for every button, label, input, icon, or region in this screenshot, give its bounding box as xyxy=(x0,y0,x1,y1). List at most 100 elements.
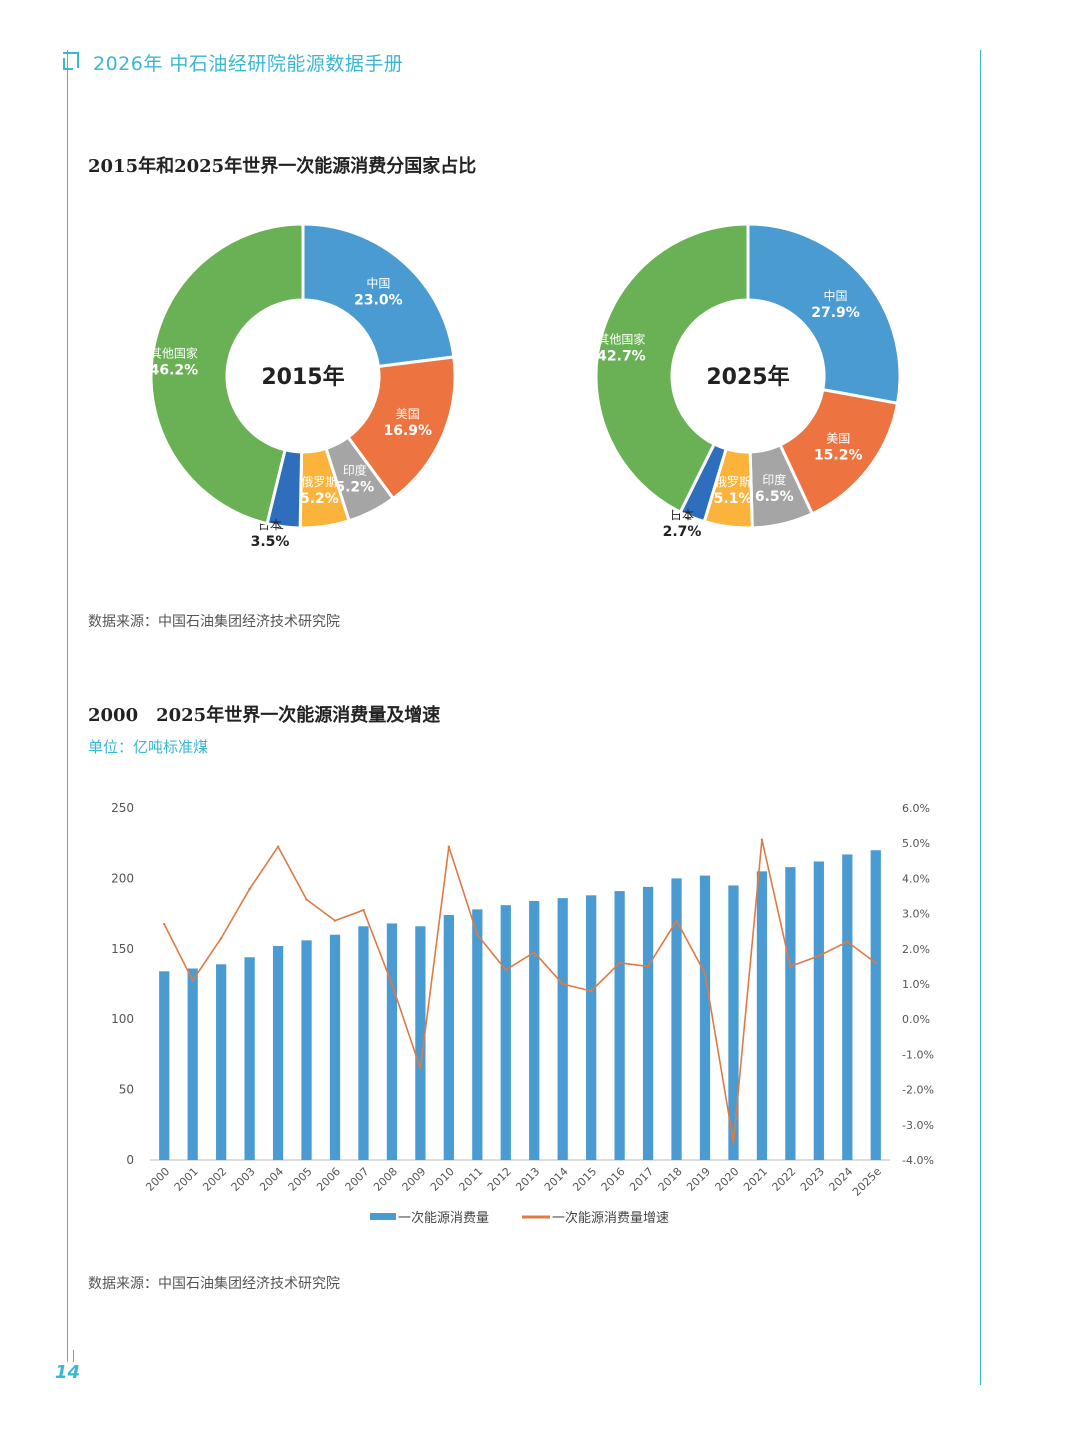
growth-point-2008 xyxy=(390,982,394,986)
donut-slice-others xyxy=(149,222,305,526)
y-right-tick-label: -4.0% xyxy=(902,1154,934,1167)
slice-name-others: 其他国家 xyxy=(150,346,198,361)
x-tick-label: 2012 xyxy=(485,1165,514,1194)
bar-2012 xyxy=(500,905,511,1160)
header-title: 2026年 中石油经研院能源数据手册 xyxy=(93,53,404,75)
growth-point-2000 xyxy=(163,922,166,926)
growth-rate-line xyxy=(163,839,877,1143)
y-right-tick-label: 2.0% xyxy=(902,943,930,956)
x-tick-label: 2003 xyxy=(229,1165,258,1194)
bar-2004 xyxy=(272,945,284,1160)
x-tick-label: 2000 xyxy=(143,1165,172,1194)
bar-2013 xyxy=(529,900,540,1160)
y-right-tick-label: -2.0% xyxy=(902,1084,934,1097)
slice-name-china: 中国 xyxy=(366,275,390,290)
combo-source-note: 数据来源：中国石油集团经济技术研究院 xyxy=(88,1276,340,1292)
y-left-tick-label: 50 xyxy=(119,1083,134,1097)
legend-label-consumption: 一次能源消费量 xyxy=(398,1210,489,1226)
growth-point-2002 xyxy=(219,937,223,940)
growth-point-2012 xyxy=(504,968,507,972)
x-tick-label: 2005 xyxy=(286,1165,315,1194)
bar-2015 xyxy=(586,895,597,1160)
y-right-tick-label: 0.0% xyxy=(902,1013,930,1026)
x-tick-label: 2010 xyxy=(428,1165,457,1194)
bar-2014 xyxy=(557,898,568,1160)
y-left-tick-label: 150 xyxy=(111,942,134,956)
growth-point-2021 xyxy=(760,838,764,841)
bar-2017 xyxy=(642,886,654,1160)
growth-point-2005 xyxy=(305,898,308,901)
x-tick-label: 2009 xyxy=(400,1165,429,1194)
leader-line-japan xyxy=(685,517,692,520)
donut-section-title: 2015年和2025年世界一次能源消费分国家占比 xyxy=(88,156,477,177)
slice-name-others: 其他国家 xyxy=(597,331,645,346)
x-tick-label: 2013 xyxy=(513,1165,542,1194)
growth-point-2010 xyxy=(447,845,451,848)
donut-center-label: 2015年 xyxy=(261,364,344,390)
x-tick-label: 2015 xyxy=(570,1165,599,1194)
frame-left-end-mark xyxy=(67,1350,74,1362)
x-tick-label: 2020 xyxy=(713,1165,742,1194)
y-left-tick-label: 250 xyxy=(111,801,134,815)
slice-value-usa: 15.2% xyxy=(814,448,863,464)
corner-mark-inner xyxy=(63,58,73,70)
slice-name-usa: 美国 xyxy=(826,432,850,446)
slice-value-china: 27.9% xyxy=(811,305,860,321)
growth-point-2018 xyxy=(675,919,678,922)
growth-point-2024 xyxy=(846,940,849,943)
x-tick-label: 2022 xyxy=(770,1165,799,1194)
donut-slice-china xyxy=(746,222,902,406)
bar-2010 xyxy=(443,915,454,1160)
x-tick-label: 2021 xyxy=(741,1165,770,1194)
slice-value-india: 6.5% xyxy=(755,489,794,505)
growth-point-2007 xyxy=(362,908,365,912)
bar-2011 xyxy=(472,909,483,1160)
page-number: 14 xyxy=(55,1362,81,1383)
y-left-tick-label: 100 xyxy=(111,1012,134,1026)
growth-point-2014 xyxy=(561,982,564,986)
bar-2006 xyxy=(329,934,341,1160)
donut-center-label: 2025年 xyxy=(706,364,789,390)
bar-2020 xyxy=(728,885,739,1160)
x-tick-label: 2004 xyxy=(257,1165,286,1194)
growth-point-2013 xyxy=(533,951,536,954)
frame-right-line xyxy=(980,50,981,1385)
x-tick-label: 2025e xyxy=(850,1165,884,1199)
slice-name-china: 中国 xyxy=(824,288,848,303)
slice-value-japan: 3.5% xyxy=(251,534,290,550)
slice-value-russia: 5.2% xyxy=(300,491,339,507)
donut-source-note: 数据来源：中国石油集团经济技术研究院 xyxy=(88,614,340,630)
y-right-tick-label: 4.0% xyxy=(902,872,930,885)
donut-chart-2025: 中国27.9%美国15.2%印度6.5%俄罗斯5.1%日本2.7%其他国家42.… xyxy=(594,222,902,540)
growth-point-2019 xyxy=(703,972,707,975)
bar-2005 xyxy=(301,940,312,1160)
energy-combo-chart: 0 50 100 150 200 250 -4.0% -3.0% -2.0% -1.0% 0.0% 1… xyxy=(111,801,934,1226)
bar-2003 xyxy=(244,957,255,1160)
x-tick-label: 2008 xyxy=(371,1165,400,1194)
growth-point-2009 xyxy=(419,1067,422,1070)
y-right-tick-label: 3.0% xyxy=(902,908,930,921)
growth-point-2023 xyxy=(817,954,821,958)
slice-value-china: 23.0% xyxy=(354,292,403,308)
frame-left-line xyxy=(67,50,68,1350)
donut-slice-china xyxy=(301,222,456,369)
slice-name-usa: 美国 xyxy=(396,407,420,421)
slice-name-russia: 俄罗斯 xyxy=(715,475,751,489)
growth-point-2011 xyxy=(476,933,479,936)
donut-slice-others xyxy=(594,222,750,515)
y-right-tick-label: 1.0% xyxy=(902,978,930,991)
growth-point-2015 xyxy=(589,989,593,993)
x-tick-label: 2011 xyxy=(456,1165,485,1194)
bar-2023 xyxy=(813,861,824,1160)
x-tick-label: 2018 xyxy=(656,1165,685,1194)
growth-point-2016 xyxy=(618,961,621,965)
slice-value-russia: 5.1% xyxy=(714,491,753,507)
y-right-tick-label: 5.0% xyxy=(902,837,930,850)
bar-2022 xyxy=(785,867,796,1160)
slice-name-india: 印度 xyxy=(343,463,367,478)
bar-2025e xyxy=(870,850,881,1160)
corner-mark xyxy=(63,52,79,68)
growth-point-2004 xyxy=(276,845,280,848)
y-right-tick-label: 6.0% xyxy=(902,802,930,815)
leader-line-japan xyxy=(277,527,284,530)
